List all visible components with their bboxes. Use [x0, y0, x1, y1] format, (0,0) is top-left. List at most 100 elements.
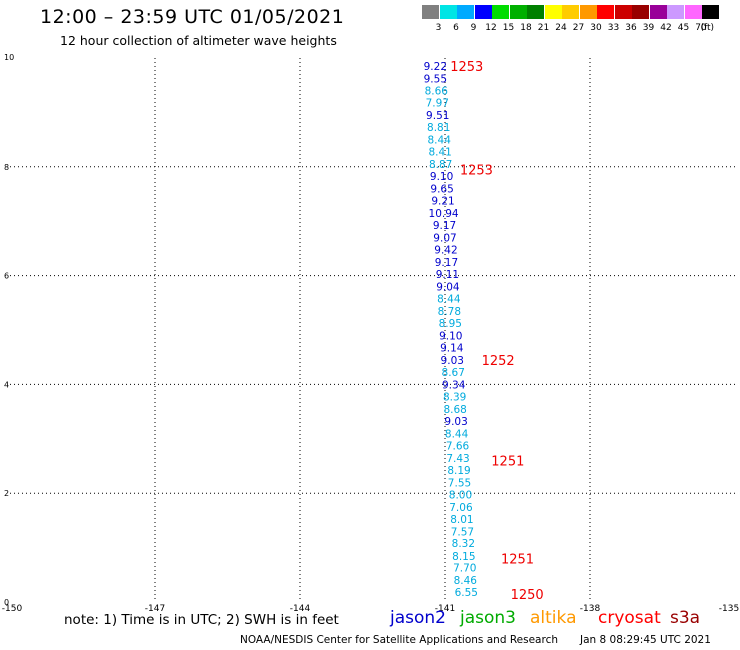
- swh-point-label: 9.11: [436, 269, 459, 281]
- color-scale-label: 36: [625, 23, 637, 33]
- color-scale-label: 12: [485, 23, 497, 33]
- color-scale-unit: (ft): [700, 23, 715, 33]
- time-label: 1251: [501, 552, 534, 567]
- time-label: 1253: [460, 164, 493, 179]
- color-scale-label: 42: [660, 23, 672, 33]
- chart-title: 12:00 – 23:59 UTC 01/05/2021: [40, 6, 345, 28]
- color-scale-label: 6: [453, 23, 459, 33]
- color-scale-label: 45: [677, 23, 690, 33]
- swh-point-label: 8.01: [450, 514, 473, 526]
- swh-point-label: 8.44: [437, 293, 461, 305]
- swh-point-label: 8.41: [428, 147, 451, 159]
- time-label: 1253: [450, 60, 483, 75]
- satellite-legend-jason3: jason3: [460, 608, 516, 628]
- color-scale-swatch: [684, 5, 702, 19]
- swh-point-label: 8.32: [452, 538, 475, 550]
- swh-point-label: 7.43: [446, 453, 469, 465]
- color-scale-label: 15: [502, 23, 515, 33]
- color-scale-swatch: [632, 5, 649, 19]
- swh-point-label: 9.17: [435, 257, 458, 269]
- swh-point-label: 8.39: [443, 391, 466, 403]
- color-scale-label: 70: [695, 23, 707, 33]
- footer-credit: NOAA/NESDIS Center for Satellite Applica…: [240, 634, 558, 646]
- color-scale-swatch: [422, 5, 439, 19]
- satellite-legend-s3a: s3a: [670, 608, 701, 628]
- color-scale-swatch: [702, 5, 719, 19]
- color-scale-label: 3: [435, 23, 442, 33]
- color-scale-swatch: [439, 5, 457, 19]
- footer-timestamp: Jan 8 08:29:45 UTC 2021: [580, 634, 711, 646]
- color-scale-swatch: [562, 5, 579, 19]
- color-scale-swatch: [597, 5, 614, 19]
- x-tick-label: -138: [580, 604, 601, 614]
- x-tick-label: -150: [2, 604, 23, 614]
- color-scale-swatch: [457, 5, 474, 19]
- color-scale-swatch: [614, 5, 632, 19]
- color-scale-label: 27: [572, 23, 585, 33]
- swh-point-label: 9.65: [430, 184, 453, 196]
- satellite-legend-cryosat: cryosat: [598, 608, 661, 628]
- color-scale-swatch: [579, 5, 597, 19]
- color-scale-swatch: [492, 5, 509, 19]
- swh-point-label: 8.44: [445, 428, 469, 440]
- swh-point-label: 9.51: [426, 110, 449, 122]
- y-tick-label: 2: [4, 489, 9, 498]
- swh-point-label: 9.10: [439, 330, 462, 342]
- swh-point-label: 9.03: [444, 416, 467, 428]
- swh-point-label: 8.66: [425, 86, 449, 98]
- time-label: 1250: [511, 588, 544, 603]
- swh-point-label: 8.46: [454, 575, 478, 587]
- swh-point-label: 8.15: [452, 551, 475, 563]
- footer-note: note: 1) Time is in UTC; 2) SWH is in fe…: [64, 612, 339, 628]
- swh-point-label: 9.14: [440, 342, 464, 354]
- swh-point-label: 8.81: [427, 122, 450, 134]
- color-scale-label: 24: [555, 23, 567, 33]
- chart-subtitle: 12 hour collection of altimeter wave hei…: [60, 33, 337, 48]
- color-scale-swatch: [527, 5, 544, 19]
- y-tick-label: 4: [4, 380, 9, 389]
- color-scale-label: 33: [607, 23, 620, 33]
- swh-point-label: 7.06: [449, 502, 473, 514]
- color-scale-swatch: [649, 5, 667, 19]
- x-tick-label: -144: [290, 604, 311, 614]
- swh-point-label: 7.55: [448, 477, 471, 489]
- time-label: 1252: [482, 354, 515, 369]
- swh-point-label: 9.42: [434, 244, 457, 256]
- swh-point-label: 9.07: [433, 233, 456, 245]
- swh-point-label: 7.57: [451, 526, 474, 538]
- swh-point-label: 9.17: [433, 220, 456, 232]
- swh-point-label: 8.19: [447, 465, 470, 477]
- swh-point-label: 9.10: [430, 171, 453, 183]
- swh-point-label: 8.95: [439, 318, 462, 330]
- swh-point-label: 7.66: [446, 440, 470, 452]
- swh-point-label: 9.34: [442, 379, 466, 391]
- swh-point-label: 9.55: [424, 74, 447, 86]
- color-scale-swatch: [544, 5, 562, 19]
- color-scale-label: 18: [520, 23, 532, 33]
- swh-point-label: 9.22: [424, 61, 447, 73]
- x-tick-label: -135: [719, 604, 739, 614]
- swh-point-label: 8.00: [449, 489, 472, 501]
- color-scale-label: 39: [642, 23, 655, 33]
- swh-point-label: 9.21: [431, 196, 454, 208]
- swh-point-label: 9.04: [436, 281, 460, 293]
- swh-point-label: 6.55: [455, 587, 478, 599]
- y-tick-label: 10: [4, 53, 14, 62]
- swh-point-label: 8.67: [442, 367, 465, 379]
- swh-point-label: 8.68: [443, 404, 466, 416]
- color-scale-label: 30: [590, 23, 602, 33]
- color-scale-swatch: [474, 5, 492, 19]
- satellite-legend-altika: altika: [530, 608, 577, 628]
- x-tick-label: -141: [435, 604, 455, 614]
- satellite-legend-jason2: jason2: [390, 608, 446, 628]
- swh-point-label: 8.44: [428, 135, 452, 147]
- color-scale-swatch: [667, 5, 684, 19]
- swh-point-label: 8.78: [438, 306, 461, 318]
- swh-point-label: 8.87: [429, 159, 452, 171]
- y-tick-label: 0: [4, 598, 9, 607]
- swh-point-label: 7.70: [453, 563, 476, 575]
- y-tick-label: 8: [4, 163, 9, 172]
- swh-point-label: 9.03: [441, 355, 464, 367]
- swh-point-label: 7.97: [426, 98, 449, 110]
